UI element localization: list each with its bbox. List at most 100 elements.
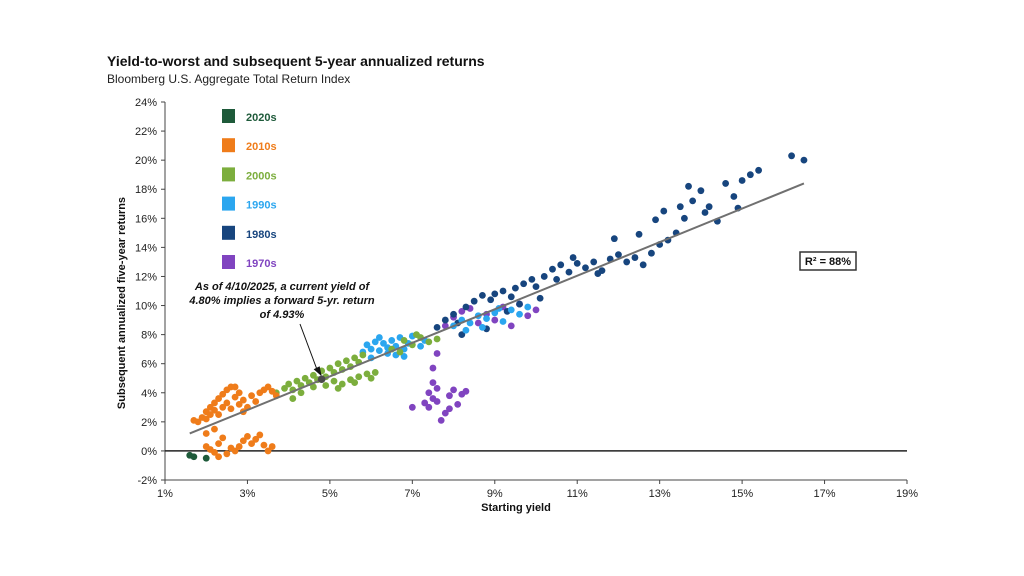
data-point: [685, 182, 692, 190]
data-point: [371, 369, 379, 376]
legend-swatch: [222, 196, 235, 211]
data-point: [206, 411, 214, 418]
data-point: [462, 387, 470, 395]
data-point: [429, 364, 437, 372]
data-point: [231, 383, 239, 391]
data-point: [371, 338, 379, 346]
data-point: [219, 403, 227, 411]
data-point: [470, 297, 478, 305]
data-point: [635, 230, 643, 238]
data-point: [190, 453, 198, 461]
data-point: [507, 306, 515, 314]
data-point: [235, 389, 243, 397]
y-tick-label: 16%: [135, 213, 157, 225]
r-squared-box: [799, 251, 857, 271]
data-point: [322, 382, 330, 389]
data-point: [256, 431, 264, 439]
data-point: [450, 310, 457, 318]
x-tick-label: 7%: [404, 488, 420, 500]
annotation-point: [317, 375, 326, 384]
data-point: [746, 171, 754, 179]
data-point: [400, 353, 408, 360]
annotation-arrowhead: [313, 366, 322, 377]
data-point: [610, 235, 618, 243]
y-tick-label: 2%: [141, 417, 157, 429]
data-point: [202, 430, 210, 437]
data-point: [239, 437, 247, 445]
y-tick-label: 20%: [135, 155, 157, 167]
data-point: [231, 447, 239, 455]
data-point: [615, 251, 622, 259]
data-point: [553, 275, 561, 283]
data-point: [285, 380, 293, 388]
data-point: [367, 374, 375, 382]
data-point: [231, 393, 239, 401]
data-point: [511, 284, 519, 292]
y-tick-label: 0%: [141, 446, 157, 458]
data-point: [788, 152, 795, 160]
data-point: [367, 345, 375, 353]
data-point: [359, 351, 367, 359]
y-tick-label: 4%: [141, 388, 157, 400]
data-point: [701, 209, 709, 216]
data-point: [524, 312, 532, 320]
annotation-text-line: 4.80% implies a forward 5-yr. return: [188, 295, 375, 307]
data-point: [499, 287, 507, 295]
data-point: [351, 379, 359, 386]
data-point: [334, 385, 342, 392]
data-point: [441, 409, 449, 417]
data-point: [211, 448, 218, 456]
data-point: [219, 390, 227, 398]
data-point: [417, 342, 424, 350]
annotation-text-line: of 4.93%: [260, 309, 305, 321]
x-tick-label: 3%: [239, 488, 255, 500]
data-point: [293, 377, 301, 385]
data-point: [334, 360, 342, 368]
data-point: [462, 326, 470, 334]
data-point: [252, 398, 260, 405]
data-point: [310, 371, 317, 379]
data-point: [755, 166, 762, 174]
legend-label: 1970s: [246, 258, 277, 270]
data-point: [260, 441, 268, 449]
data-point: [268, 443, 276, 450]
data-point: [573, 259, 581, 267]
data-point: [363, 370, 371, 378]
y-tick-label: 10%: [135, 301, 157, 313]
data-point: [338, 380, 346, 388]
data-point: [466, 319, 474, 327]
data-point: [532, 283, 540, 291]
r-squared-label: R² = 88%: [805, 256, 851, 268]
data-point: [507, 322, 515, 330]
data-point: [202, 454, 210, 462]
data-point: [458, 307, 466, 315]
data-point: [697, 187, 705, 195]
data-point: [491, 290, 499, 298]
data-point: [433, 323, 441, 331]
data-point: [429, 379, 437, 386]
data-point: [524, 303, 532, 311]
data-point: [413, 331, 420, 339]
data-point: [446, 392, 453, 400]
data-point: [235, 401, 243, 408]
data-point: [491, 316, 499, 324]
data-point: [652, 216, 659, 224]
data-point: [301, 374, 309, 382]
data-point: [479, 291, 486, 299]
legend-swatch: [222, 255, 235, 269]
data-point: [499, 318, 507, 325]
chart-subtitle: Bloomberg U.S. Aggregate Total Return In…: [107, 72, 351, 86]
data-point: [223, 399, 231, 407]
y-tick-label: -2%: [137, 475, 157, 487]
y-tick-label: 14%: [135, 242, 157, 254]
data-point: [479, 323, 486, 331]
data-point: [264, 447, 272, 455]
data-point: [458, 331, 466, 339]
data-point: [800, 156, 808, 164]
y-tick-label: 8%: [141, 330, 157, 342]
data-point: [491, 309, 499, 317]
data-point: [342, 357, 350, 365]
data-point: [433, 350, 441, 357]
y-tick-label: 22%: [135, 126, 157, 138]
data-point: [437, 416, 445, 424]
